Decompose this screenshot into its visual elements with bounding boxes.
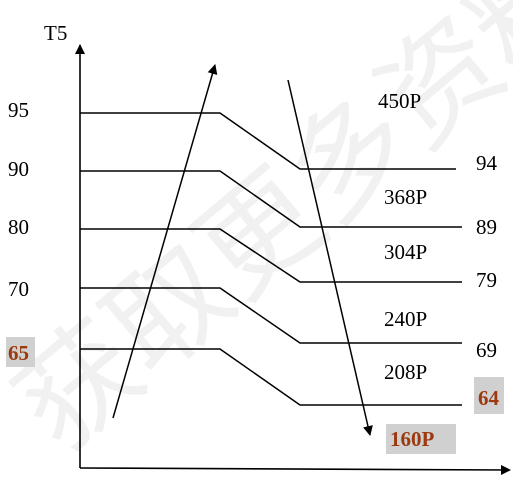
power-label-160p: 160P [390, 427, 435, 451]
right-highlight-box [474, 377, 504, 414]
power-label-240p: 240P [384, 307, 427, 331]
curve-368p [80, 170, 462, 228]
y-axis-label: T5 [44, 21, 67, 45]
right-value-94: 94 [476, 151, 498, 175]
left-highlight-box [6, 337, 35, 367]
power-label-450p: 450P [378, 89, 421, 113]
left-value-90: 90 [8, 157, 29, 181]
right-value-69: 69 [476, 338, 497, 362]
down-trend-arrow [287, 79, 373, 436]
bottom-highlight-box [386, 424, 456, 454]
left-value-70: 70 [8, 277, 29, 301]
up-trend-arrow [112, 64, 218, 419]
left-value-80: 80 [8, 215, 29, 239]
curve-304p [80, 228, 462, 283]
curve-450p [80, 112, 456, 170]
power-label-208p: 208P [384, 360, 427, 384]
left-value-65: 65 [8, 341, 29, 365]
power-label-368p: 368P [384, 185, 427, 209]
left-value-95: 95 [8, 98, 29, 122]
x-axis [79, 464, 511, 475]
right-value-89: 89 [476, 215, 497, 239]
power-label-304p: 304P [384, 240, 427, 264]
curve-208p [80, 348, 462, 406]
right-value-64: 64 [478, 386, 500, 410]
right-value-79: 79 [476, 268, 497, 292]
